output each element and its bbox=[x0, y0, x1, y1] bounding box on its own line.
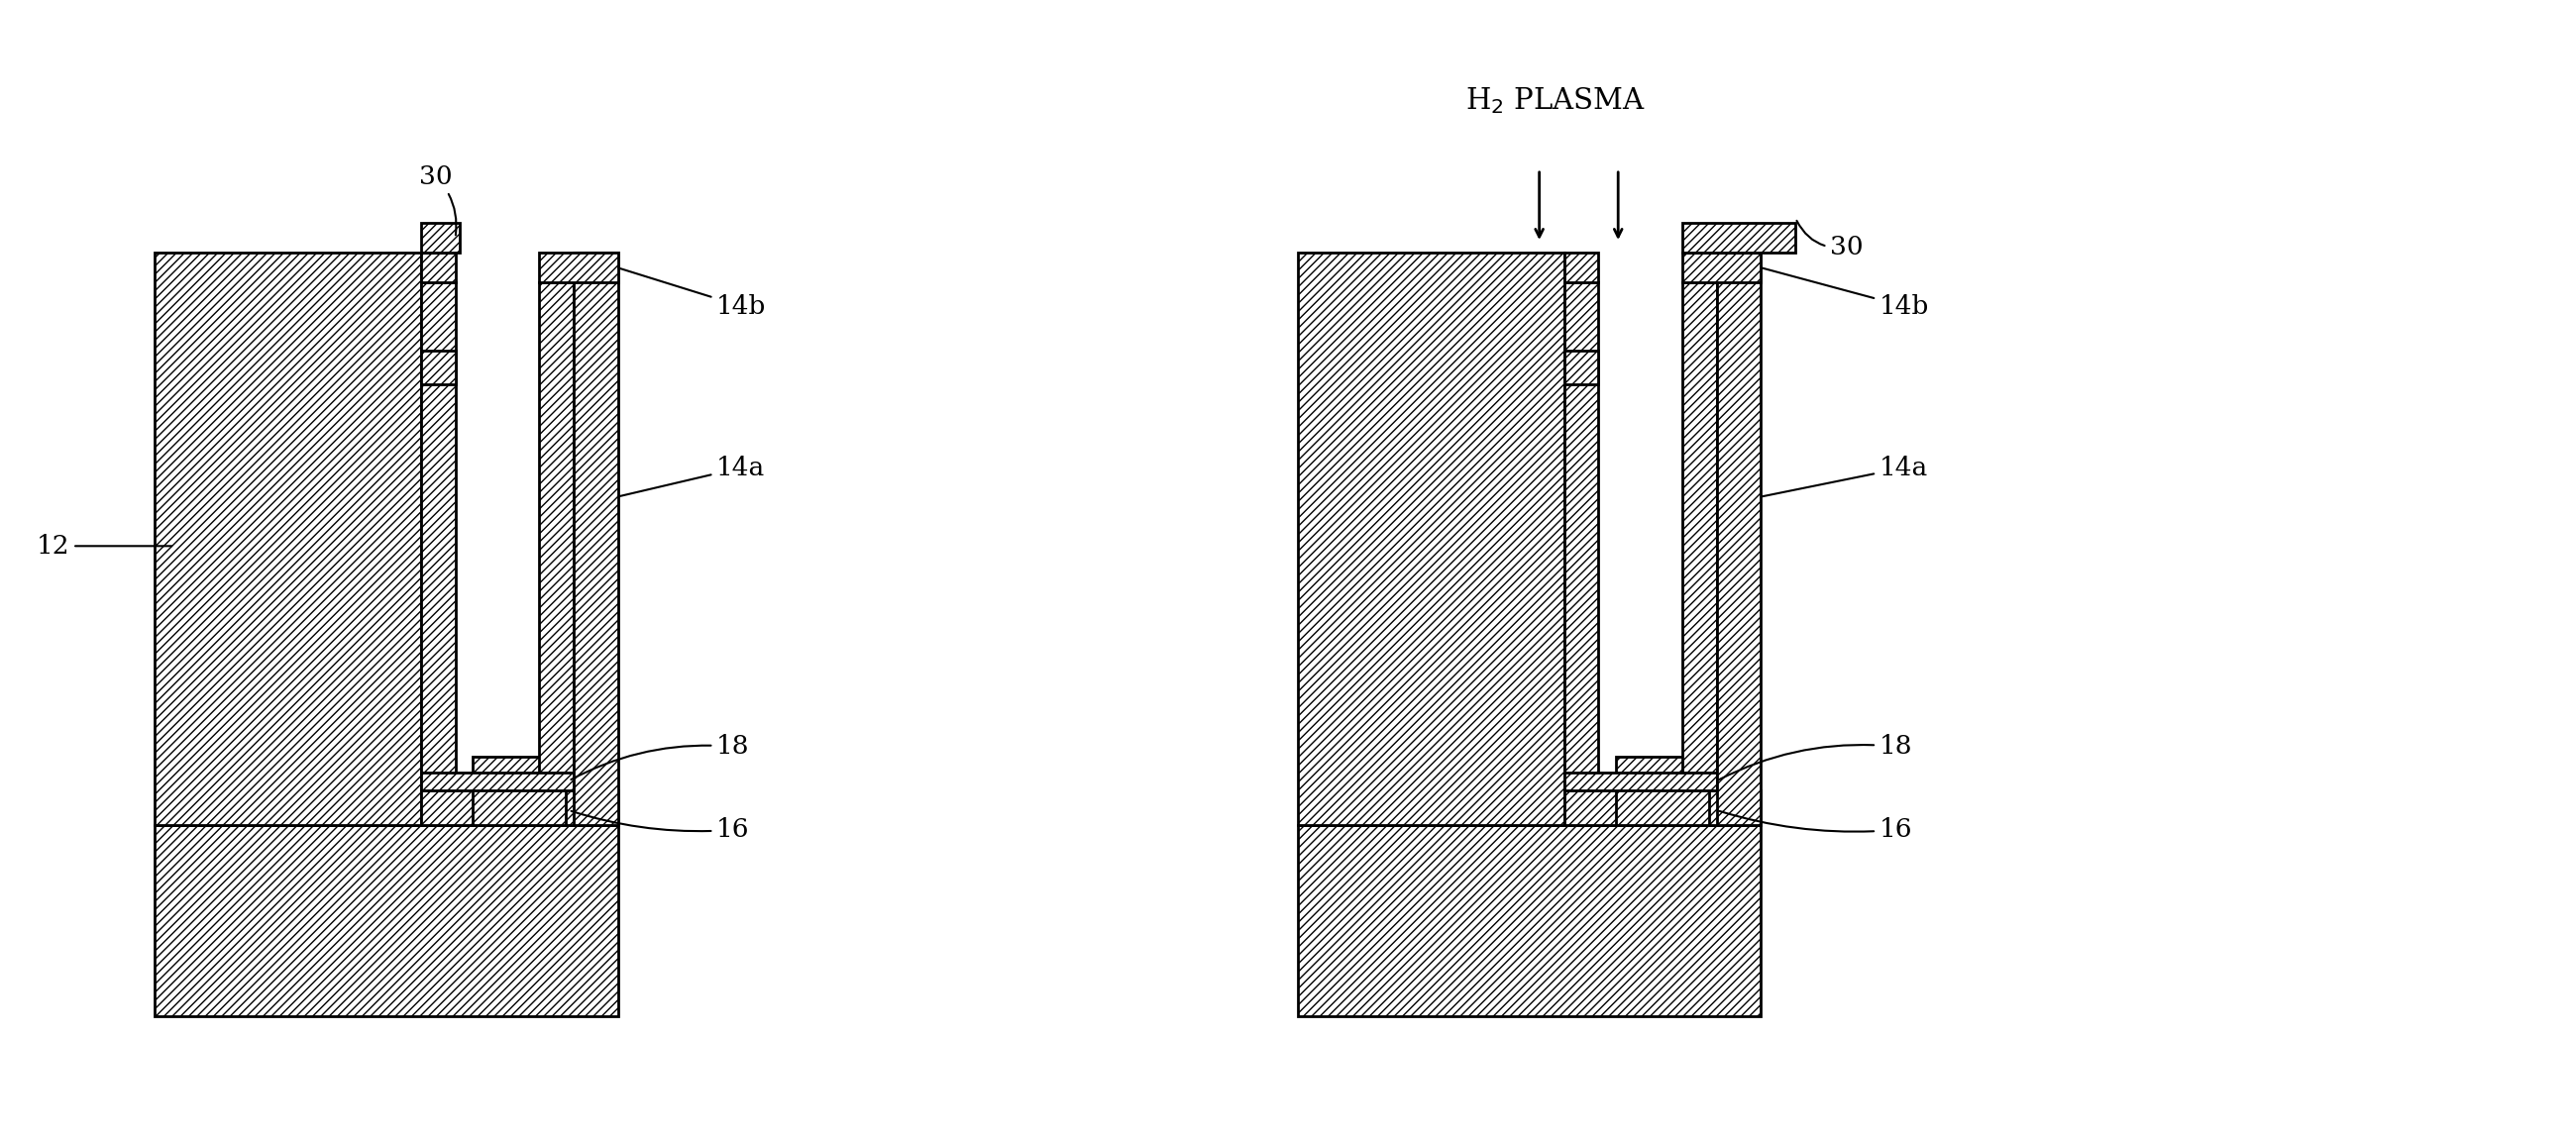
Bar bbox=[420, 282, 456, 791]
Text: 14a: 14a bbox=[1762, 455, 1927, 497]
Bar bbox=[420, 773, 574, 791]
Text: 14b: 14b bbox=[1762, 268, 1929, 319]
Bar bbox=[1564, 773, 1716, 791]
Bar bbox=[420, 223, 461, 252]
Text: 16: 16 bbox=[1718, 811, 1911, 842]
Bar bbox=[538, 282, 574, 791]
Bar bbox=[1682, 252, 1762, 282]
Text: 18: 18 bbox=[1718, 734, 1911, 780]
Bar bbox=[538, 252, 618, 282]
Bar bbox=[1564, 282, 1600, 791]
Bar bbox=[155, 825, 618, 1016]
Bar bbox=[1615, 757, 1710, 825]
Bar bbox=[1716, 252, 1762, 825]
Bar bbox=[155, 252, 420, 825]
Bar bbox=[1682, 282, 1716, 791]
Text: 14b: 14b bbox=[618, 268, 765, 319]
Text: 14a: 14a bbox=[618, 455, 765, 497]
Bar bbox=[1298, 825, 1762, 1016]
Text: 30: 30 bbox=[420, 164, 456, 235]
Bar bbox=[1564, 350, 1600, 384]
Text: 18: 18 bbox=[572, 734, 750, 780]
Bar bbox=[420, 252, 456, 282]
Text: 12: 12 bbox=[36, 534, 173, 559]
Bar bbox=[420, 791, 618, 825]
Bar bbox=[1564, 791, 1762, 825]
Text: H$_2$ PLASMA: H$_2$ PLASMA bbox=[1466, 86, 1646, 116]
Text: 16: 16 bbox=[572, 811, 750, 842]
Text: 30: 30 bbox=[1795, 221, 1862, 260]
Bar bbox=[420, 350, 456, 384]
Bar bbox=[1682, 223, 1795, 252]
Bar bbox=[1564, 252, 1600, 282]
Bar bbox=[1298, 252, 1564, 825]
Bar bbox=[471, 757, 567, 825]
Bar bbox=[574, 252, 618, 825]
